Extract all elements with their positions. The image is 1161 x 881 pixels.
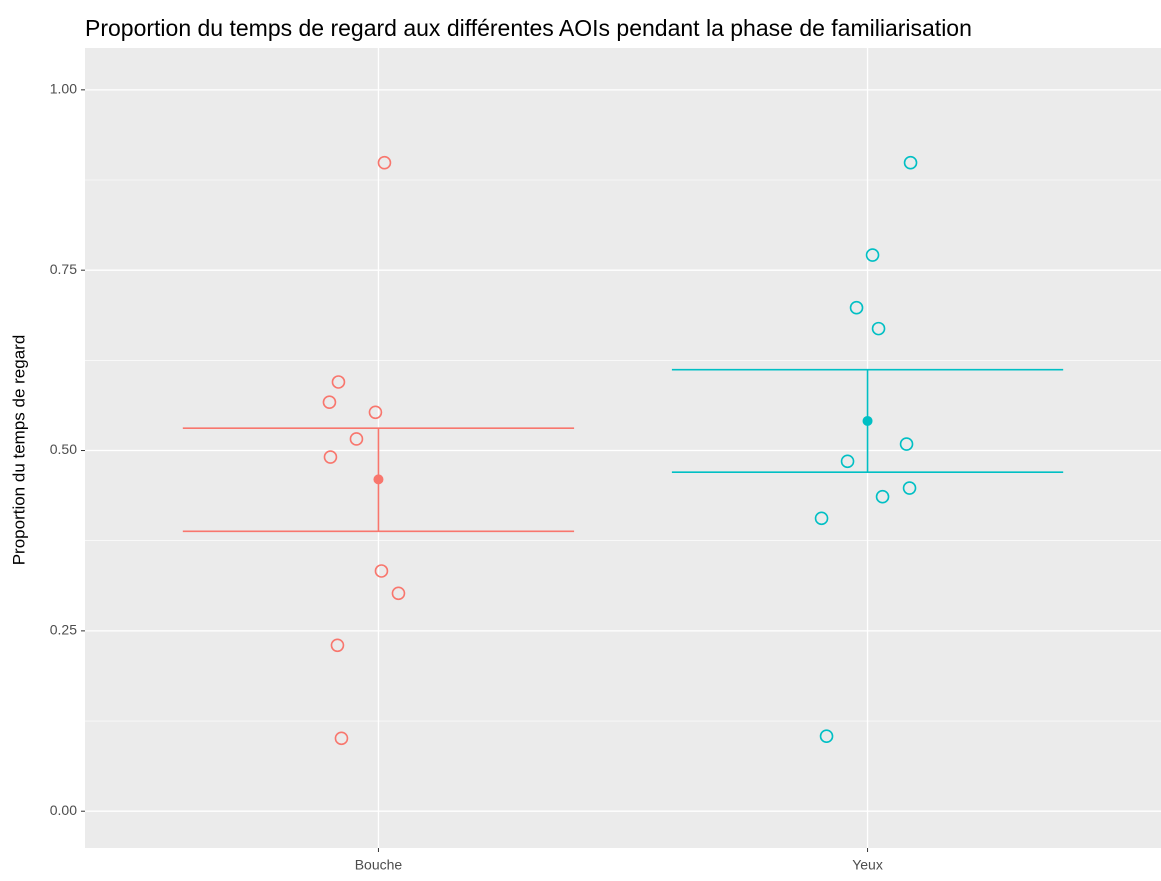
x-tick-label: Bouche <box>355 857 403 873</box>
data-point <box>875 489 890 504</box>
data-point <box>391 586 406 601</box>
chart-title: Proportion du temps de regard aux différ… <box>85 15 972 41</box>
data-point <box>368 405 383 420</box>
data-point <box>330 638 345 653</box>
data-point <box>865 248 880 262</box>
data-point <box>331 375 346 389</box>
data-point <box>334 731 349 746</box>
x-tick-label: Yeux <box>852 857 883 873</box>
y-tick-label: 0.00 <box>50 802 77 818</box>
data-point <box>322 395 337 409</box>
y-tick-label: 1.00 <box>50 81 77 97</box>
data-point <box>377 155 392 170</box>
data-point <box>903 155 918 170</box>
y-axis-label: Proportion du temps de regard <box>9 335 28 566</box>
data-point <box>814 511 829 526</box>
data-point <box>819 729 834 743</box>
data-point <box>849 300 864 315</box>
y-tick-label: 0.25 <box>50 622 77 638</box>
data-point <box>323 450 338 464</box>
data-point <box>840 454 855 469</box>
data-point <box>374 564 389 578</box>
data-point <box>349 432 364 446</box>
y-tick-label: 0.75 <box>50 261 77 277</box>
data-point <box>871 321 886 336</box>
mean-point <box>373 474 384 485</box>
data-point <box>899 437 914 451</box>
plot-panel <box>85 48 1161 848</box>
data-point <box>902 481 917 495</box>
y-tick-label: 0.50 <box>50 441 77 457</box>
mean-point <box>862 415 873 426</box>
